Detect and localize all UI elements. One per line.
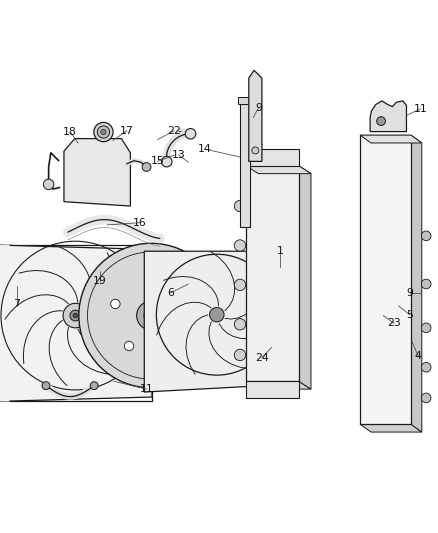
Text: 17: 17 (120, 126, 134, 136)
Circle shape (421, 362, 431, 372)
Circle shape (162, 156, 172, 167)
Circle shape (169, 341, 178, 351)
Polygon shape (0, 245, 152, 401)
Circle shape (124, 341, 134, 351)
Circle shape (139, 303, 146, 310)
Circle shape (3, 287, 31, 314)
Circle shape (421, 231, 431, 241)
Circle shape (90, 382, 98, 390)
Circle shape (185, 128, 196, 139)
Circle shape (252, 147, 259, 154)
Polygon shape (360, 135, 411, 424)
Text: 13: 13 (172, 150, 186, 160)
Polygon shape (246, 166, 299, 381)
Polygon shape (246, 381, 311, 389)
Polygon shape (249, 70, 262, 161)
Circle shape (94, 123, 113, 142)
Circle shape (182, 299, 191, 309)
Polygon shape (246, 381, 299, 398)
Circle shape (139, 334, 146, 341)
Text: 19: 19 (93, 276, 107, 286)
Circle shape (137, 301, 166, 330)
Circle shape (9, 293, 25, 309)
Circle shape (101, 130, 106, 135)
Text: 18: 18 (63, 127, 77, 136)
Circle shape (421, 393, 431, 403)
Circle shape (234, 279, 246, 290)
Circle shape (43, 179, 54, 190)
Text: 24: 24 (255, 353, 269, 362)
Text: 16: 16 (132, 217, 146, 228)
Polygon shape (0, 245, 10, 263)
Text: 9: 9 (406, 288, 413, 298)
Text: 7: 7 (13, 298, 20, 309)
Circle shape (209, 308, 224, 322)
Polygon shape (238, 96, 252, 104)
Text: 23: 23 (387, 318, 401, 328)
Circle shape (144, 308, 158, 323)
Circle shape (63, 303, 88, 328)
Text: 22: 22 (167, 126, 181, 136)
Text: 15: 15 (151, 156, 165, 166)
Text: 1: 1 (277, 246, 284, 256)
Circle shape (70, 310, 81, 321)
Text: 14: 14 (198, 144, 212, 154)
Circle shape (421, 323, 431, 333)
Text: 6: 6 (167, 288, 174, 298)
Polygon shape (299, 166, 311, 389)
Polygon shape (0, 384, 10, 401)
Text: 9: 9 (255, 103, 262, 113)
Circle shape (142, 163, 151, 172)
Circle shape (79, 243, 223, 388)
Circle shape (234, 240, 246, 251)
Polygon shape (246, 149, 299, 166)
Circle shape (234, 200, 246, 212)
Text: 11: 11 (413, 104, 427, 114)
Text: 11: 11 (140, 384, 154, 394)
Circle shape (234, 319, 246, 330)
Text: 5: 5 (406, 310, 413, 320)
Polygon shape (370, 101, 406, 132)
Circle shape (421, 279, 431, 289)
Circle shape (14, 298, 19, 303)
Circle shape (139, 273, 146, 280)
Polygon shape (360, 135, 422, 143)
Circle shape (111, 299, 120, 309)
Polygon shape (240, 104, 250, 227)
Circle shape (377, 117, 385, 125)
Circle shape (97, 126, 110, 138)
Text: 4: 4 (415, 351, 422, 361)
Circle shape (234, 349, 246, 361)
Polygon shape (411, 135, 422, 432)
Polygon shape (64, 139, 131, 206)
Circle shape (42, 382, 50, 390)
Circle shape (73, 313, 78, 318)
Polygon shape (360, 424, 422, 432)
Circle shape (146, 273, 156, 282)
Polygon shape (246, 166, 311, 174)
Polygon shape (144, 251, 290, 392)
